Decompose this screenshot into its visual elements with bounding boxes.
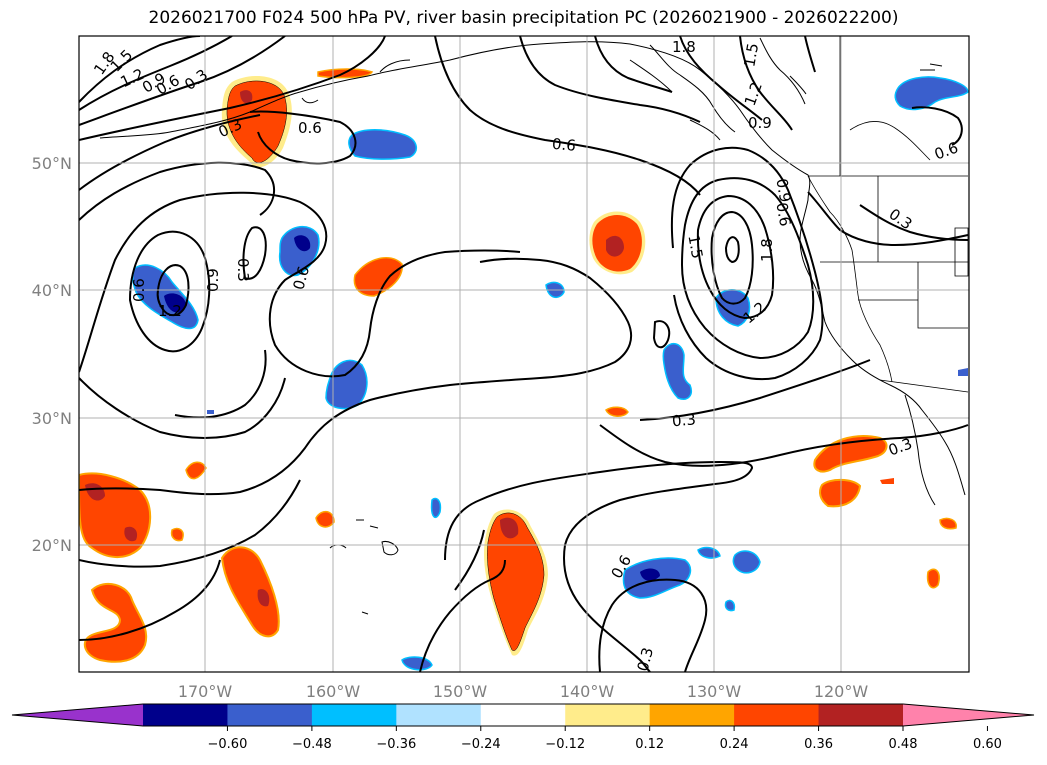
contour-label: 0.3 xyxy=(234,258,252,282)
precip-blob-small-30n xyxy=(605,406,629,417)
precip-neg-blob-173w-dot xyxy=(207,410,214,414)
contour-label: 1.8 xyxy=(672,38,696,56)
precip-neg-blob-135w xyxy=(662,343,692,400)
precip-blob-118w-dot xyxy=(880,478,894,484)
map-plot-area: 1.8 1.5 1.2 0.9 0.6 0.3 0.3 0.6 0.6 1.8 … xyxy=(79,36,969,674)
colorbar-segment xyxy=(565,704,651,726)
lon-tick-label: 140°W xyxy=(560,682,615,701)
lat-tick-label: 20°N xyxy=(32,536,72,555)
precip-blob-sw-hook xyxy=(83,582,148,663)
contour-label: 1.2 xyxy=(741,80,766,109)
contour-label: 0.9 xyxy=(204,268,222,292)
contour-label: 0.3 xyxy=(181,65,211,93)
colorbar-tick-label: −0.60 xyxy=(208,737,248,752)
contour-label: 0.3 xyxy=(671,410,696,430)
colorbar-tick-label: 0.48 xyxy=(889,737,918,752)
colorbar-tick-label: 0.60 xyxy=(973,737,1002,752)
colorbar-tick-label: −0.48 xyxy=(292,737,332,752)
colorbar-segment xyxy=(311,704,397,726)
colorbar-extend-min xyxy=(12,704,143,726)
lon-tick-label: 120°W xyxy=(814,682,869,701)
lat-tick-label: 30°N xyxy=(32,409,72,428)
lat-tick-label: 50°N xyxy=(32,154,72,173)
precip-neg-blob-158w xyxy=(348,129,417,160)
precip-blob-tiny-178w xyxy=(170,527,184,542)
contour-label: 1.5 xyxy=(740,42,762,69)
precip-neg-blob-128w-tiny xyxy=(724,599,736,612)
precip-blob-140w xyxy=(589,211,646,275)
colorbar-tick-label: −0.24 xyxy=(461,737,501,752)
latitude-labels: 20°N 30°N 40°N 50°N xyxy=(32,154,72,555)
colorbar-segment xyxy=(734,704,820,726)
precip-neg-blob-115w-north xyxy=(894,76,969,111)
colorbar-segment xyxy=(649,704,735,726)
contour-label: 0.9 xyxy=(748,114,772,132)
precip-blob-175w-small xyxy=(185,461,207,480)
colorbar-tick-label: 0.36 xyxy=(804,737,833,752)
political-borders xyxy=(807,36,969,393)
precip-neg-blob-162w xyxy=(278,226,320,277)
colorbar-outline xyxy=(11,703,1035,727)
colorbar-tick-label: 0.12 xyxy=(635,737,664,752)
map-frame xyxy=(78,35,970,673)
colorbar-tick-label: −0.36 xyxy=(376,737,416,752)
map-title: 2026021700 F024 500 hPa PV, river basin … xyxy=(148,8,899,28)
colorbar-segment xyxy=(480,704,566,726)
precip-neg-blob-126w-small xyxy=(732,550,761,574)
lon-tick-label: 150°W xyxy=(433,682,488,701)
contour-label: 0.3 xyxy=(886,205,916,233)
contour-label: 0.3 xyxy=(634,646,658,674)
precip-neg-blob-152w-tiny xyxy=(430,497,442,519)
contour-label: 1.2 xyxy=(158,302,182,320)
colorbar-segment xyxy=(818,704,904,726)
precip-neg-blob-131w-tiny xyxy=(697,546,721,559)
precip-neg-blob-150w-bottom xyxy=(401,656,433,671)
colorbar-tick-label: 0.24 xyxy=(720,737,749,752)
contour-label: 0.6 xyxy=(298,119,322,137)
precip-neg-blob-110w-edge xyxy=(958,368,968,376)
colorbar-segment xyxy=(396,704,482,726)
colorbar-tick-label: −0.12 xyxy=(545,737,585,752)
colorbar: −0.60 −0.48 −0.36 −0.24 −0.12 0.12 0.24 0.36 0.4… xyxy=(11,703,1035,752)
lat-tick-label: 40°N xyxy=(32,281,72,300)
precip-blob-124w xyxy=(819,478,862,508)
precip-neg-blob-158w-35n xyxy=(325,359,368,410)
contour-label: 0.6 xyxy=(289,264,313,292)
contour-label: 0.6 xyxy=(551,135,576,155)
graticule xyxy=(79,36,969,672)
contour-label: 0.6 xyxy=(130,278,148,302)
lon-tick-label: 170°W xyxy=(178,682,233,701)
colorbar-segment xyxy=(227,704,313,726)
precip-blob-sw-large xyxy=(79,472,152,558)
precip-blob-165w xyxy=(220,546,280,638)
precip-blob-115w xyxy=(926,568,940,589)
colorbar-segment xyxy=(143,704,228,726)
contour-label: 0.9 xyxy=(772,177,794,204)
precip-blob-158w-small xyxy=(315,510,335,528)
contour-labels: 1.8 1.5 1.2 0.9 0.6 0.3 0.3 0.6 0.6 1.8 … xyxy=(86,38,961,674)
contour-label: 1.8 xyxy=(758,238,776,262)
longitude-labels: 170°W 160°W 150°W 140°W 130°W 120°W xyxy=(178,682,869,701)
precip-blob-114w-tiny xyxy=(939,517,957,530)
contour-label: 1.5 xyxy=(684,233,706,260)
lon-tick-label: 160°W xyxy=(306,682,361,701)
precip-neg-blob-137w xyxy=(622,557,692,599)
precip-blob-148w xyxy=(483,509,548,656)
precip-blob-aleutian xyxy=(221,76,292,168)
precip-positive-anomalies xyxy=(79,68,957,663)
lon-tick-label: 130°W xyxy=(687,682,742,701)
contour-label: 0.6 xyxy=(772,201,794,228)
colorbar-extend-max xyxy=(903,704,1034,726)
